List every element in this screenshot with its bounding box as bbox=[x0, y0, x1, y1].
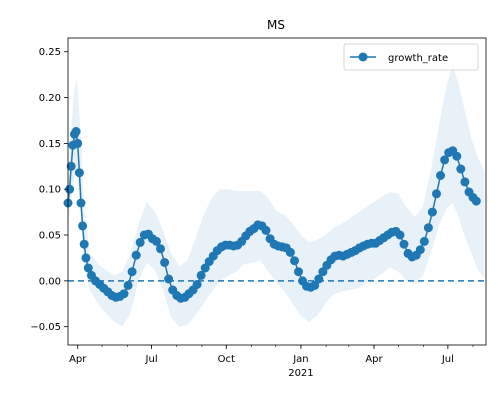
data-point bbox=[452, 151, 462, 161]
data-point bbox=[460, 177, 470, 187]
data-point bbox=[432, 189, 441, 199]
data-point bbox=[192, 280, 202, 289]
data-point bbox=[81, 253, 91, 263]
data-point bbox=[123, 280, 133, 290]
series-layer bbox=[63, 127, 481, 303]
legend-box bbox=[343, 43, 479, 71]
data-point bbox=[83, 263, 93, 273]
data-point bbox=[66, 161, 76, 171]
y-tick-label: 0.15 bbox=[39, 139, 61, 150]
data-point bbox=[76, 198, 86, 208]
data-point bbox=[152, 236, 161, 246]
data-point bbox=[285, 247, 295, 257]
data-point bbox=[318, 267, 328, 277]
data-point bbox=[196, 270, 206, 280]
data-point bbox=[290, 256, 299, 266]
chart-title: MS bbox=[267, 18, 285, 32]
data-point bbox=[65, 184, 75, 194]
x-tick-label: Jul bbox=[145, 354, 158, 365]
confidence-band-layer bbox=[68, 65, 485, 327]
plot-frame bbox=[67, 37, 487, 346]
data-point bbox=[73, 138, 83, 148]
x-tick-label: Apr bbox=[365, 354, 383, 365]
legend-marker-swatch bbox=[358, 52, 368, 62]
y-axis: −0.05 0.00 0.05 0.10 0.15 0.20 0.25 bbox=[30, 47, 68, 333]
data-point bbox=[314, 274, 324, 284]
x-tick-label: Jul bbox=[441, 354, 454, 365]
data-point bbox=[164, 274, 174, 284]
data-point bbox=[456, 164, 466, 174]
y-tick-label: 0.10 bbox=[39, 185, 61, 196]
data-point bbox=[156, 244, 165, 254]
data-point bbox=[415, 245, 425, 255]
data-point bbox=[436, 171, 445, 180]
data-point bbox=[423, 223, 433, 233]
data-point bbox=[74, 168, 84, 178]
confidence-band bbox=[68, 65, 485, 327]
data-point bbox=[294, 267, 303, 277]
data-point bbox=[440, 155, 450, 165]
legend-label-growth-rate: growth_rate bbox=[388, 53, 448, 64]
data-point bbox=[160, 258, 170, 267]
x-tick-label: Oct bbox=[218, 354, 235, 365]
x-tick-label: Jan bbox=[292, 354, 308, 365]
data-point bbox=[71, 127, 81, 136]
data-point bbox=[395, 230, 405, 240]
data-point bbox=[471, 196, 481, 206]
data-point bbox=[127, 267, 137, 277]
data-point bbox=[131, 250, 141, 260]
x-axis: Apr Jul Oct Jan Apr Jul 2021 bbox=[69, 345, 474, 379]
y-tick-label: 0.00 bbox=[39, 276, 61, 287]
x-year-label: 2021 bbox=[288, 368, 313, 379]
y-tick-label: 0.25 bbox=[39, 47, 61, 58]
data-point bbox=[399, 239, 409, 249]
data-point bbox=[310, 280, 320, 290]
data-point bbox=[119, 289, 129, 299]
data-point bbox=[135, 237, 145, 247]
legend: growth_rate bbox=[343, 43, 479, 71]
y-tick-label: −0.05 bbox=[30, 322, 61, 333]
y-tick-label: 0.05 bbox=[39, 231, 61, 242]
x-tick-label: Apr bbox=[69, 354, 87, 365]
data-point bbox=[200, 263, 210, 273]
data-point bbox=[419, 236, 429, 246]
data-point bbox=[79, 239, 89, 249]
y-tick-label: 0.20 bbox=[39, 93, 61, 104]
data-point bbox=[78, 221, 88, 231]
data-point bbox=[427, 207, 437, 217]
data-point bbox=[261, 225, 271, 235]
